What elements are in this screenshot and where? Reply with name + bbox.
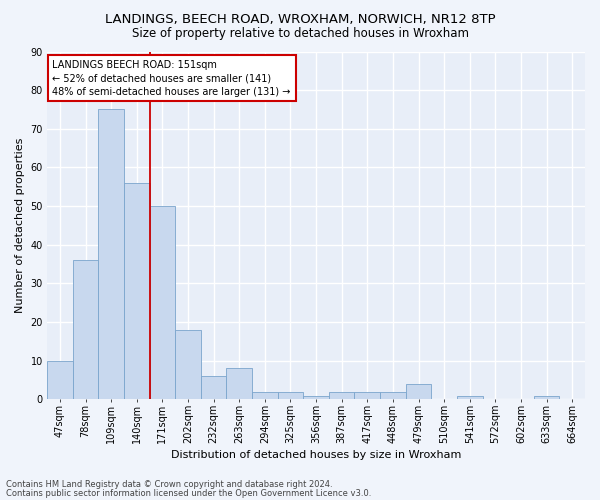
Bar: [457, 396, 482, 400]
Bar: [98, 110, 124, 400]
Text: LANDINGS, BEECH ROAD, WROXHAM, NORWICH, NR12 8TP: LANDINGS, BEECH ROAD, WROXHAM, NORWICH, …: [104, 12, 496, 26]
Bar: [406, 384, 431, 400]
Text: LANDINGS BEECH ROAD: 151sqm
← 52% of detached houses are smaller (141)
48% of se: LANDINGS BEECH ROAD: 151sqm ← 52% of det…: [52, 60, 291, 96]
Bar: [175, 330, 201, 400]
Bar: [534, 396, 559, 400]
Text: Contains HM Land Registry data © Crown copyright and database right 2024.: Contains HM Land Registry data © Crown c…: [6, 480, 332, 489]
Bar: [278, 392, 303, 400]
Bar: [380, 392, 406, 400]
Text: Size of property relative to detached houses in Wroxham: Size of property relative to detached ho…: [131, 26, 469, 40]
Bar: [201, 376, 226, 400]
Bar: [73, 260, 98, 400]
Bar: [149, 206, 175, 400]
Bar: [303, 396, 329, 400]
Bar: [329, 392, 355, 400]
Text: Contains public sector information licensed under the Open Government Licence v3: Contains public sector information licen…: [6, 488, 371, 498]
X-axis label: Distribution of detached houses by size in Wroxham: Distribution of detached houses by size …: [171, 450, 461, 460]
Bar: [124, 183, 149, 400]
Bar: [252, 392, 278, 400]
Y-axis label: Number of detached properties: Number of detached properties: [15, 138, 25, 313]
Bar: [355, 392, 380, 400]
Bar: [47, 360, 73, 400]
Bar: [226, 368, 252, 400]
